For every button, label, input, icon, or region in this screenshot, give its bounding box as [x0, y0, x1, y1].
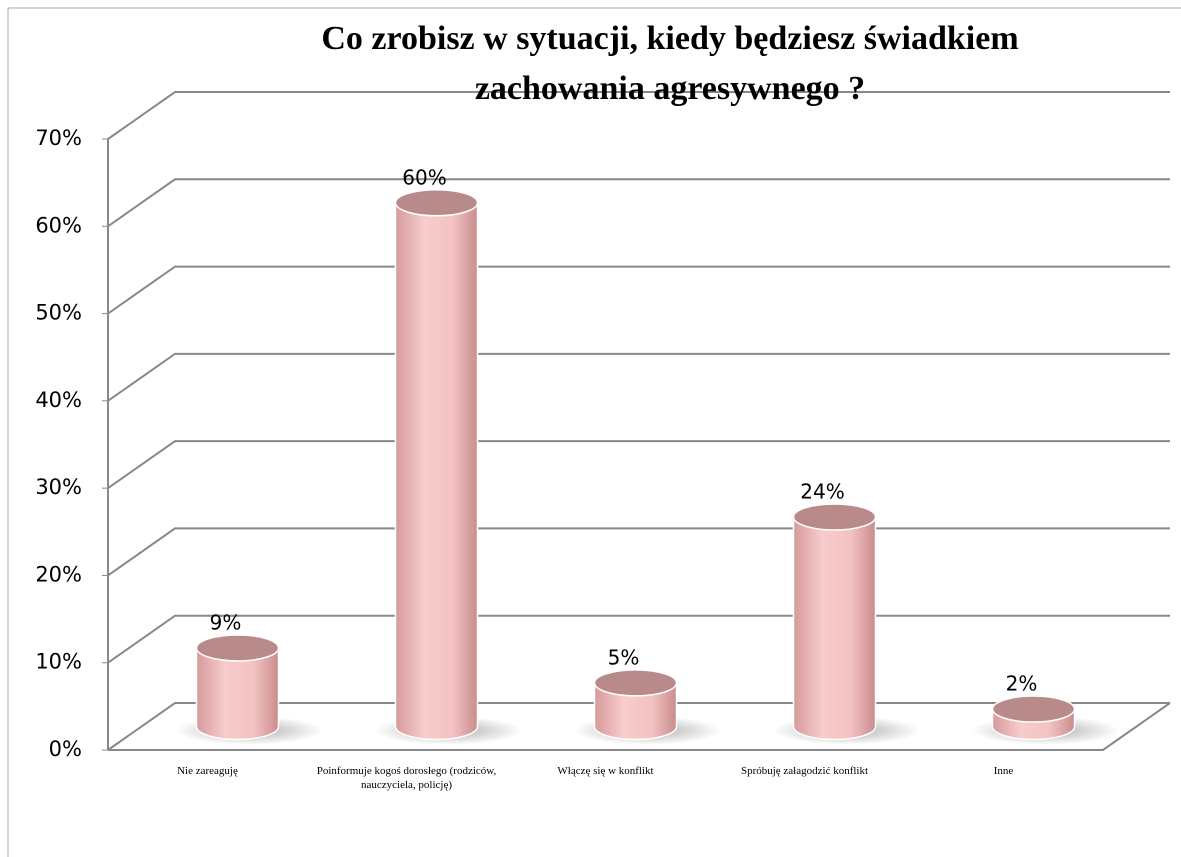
bar	[593, 682, 678, 741]
bar-top	[991, 695, 1076, 723]
axes: 0% 10% 20% 30% 40% 50% 60% 70%	[35, 91, 1171, 761]
grid-line	[107, 178, 1170, 228]
x-tick-label: Nie zareaguję	[177, 765, 238, 777]
y-tick-label: 20%	[35, 562, 82, 586]
y-tick-label: 60%	[35, 213, 82, 237]
y-tick-label: 70%	[35, 126, 82, 150]
grid-line	[107, 527, 1170, 577]
data-label: 2%	[1006, 672, 1038, 696]
data-label: 9%	[210, 610, 242, 634]
x-tick-label: Inne	[993, 765, 1014, 777]
x-tick-label: Poinformuje kogoś dorosłego (rodziców, n…	[316, 765, 497, 791]
chart-title: Co zrobisz w sytuacji, kiedy będziesz św…	[321, 20, 1019, 107]
data-label: 60%	[402, 165, 446, 189]
bars: 9% 60% 5% 24% 2%	[175, 165, 1120, 745]
y-tick-label: 50%	[35, 301, 82, 325]
bar-top	[792, 503, 877, 531]
grid-line	[107, 265, 1170, 315]
y-tick-label: 10%	[35, 650, 82, 674]
bar-top	[394, 189, 479, 217]
x-tick-label: Spróbuję załagodzić konflikt	[740, 765, 869, 777]
grid-line	[107, 91, 1170, 140]
bar-top	[195, 634, 280, 662]
grid-line	[107, 352, 1170, 402]
y-tick-label: 30%	[35, 475, 82, 499]
data-label: 5%	[608, 645, 640, 669]
y-tick-label: 0%	[49, 737, 82, 761]
bar-top	[593, 669, 678, 697]
data-label: 24%	[800, 480, 844, 504]
y-tick-label: 40%	[35, 388, 82, 412]
floor	[108, 702, 1171, 751]
bar	[195, 647, 280, 741]
x-tick-label: Włączę się w konflikt	[557, 765, 654, 777]
bar	[394, 202, 479, 741]
bar	[792, 516, 877, 741]
grid-line	[107, 440, 1170, 489]
